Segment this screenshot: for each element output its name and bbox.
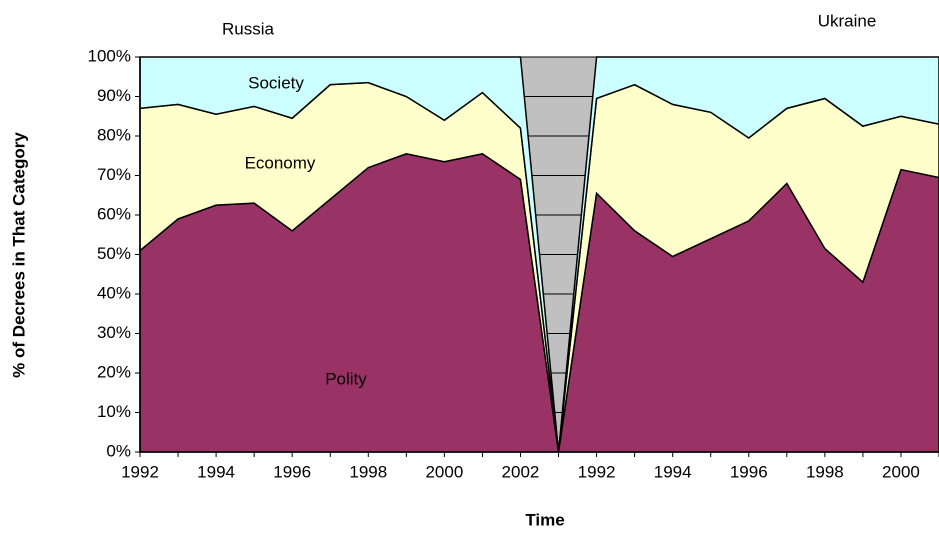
- y-tick-label: 60%: [97, 204, 131, 223]
- annotation: Ukraine: [818, 11, 877, 30]
- x-tick-label: 2000: [882, 462, 920, 481]
- y-tick-label: 70%: [97, 165, 131, 184]
- x-tick-label: 2000: [425, 462, 463, 481]
- y-tick-label: 50%: [97, 244, 131, 263]
- x-tick-label: 2002: [502, 462, 540, 481]
- annotation: Russia: [222, 19, 275, 38]
- x-tick-label: 1998: [806, 462, 844, 481]
- x-tick-label: 1994: [654, 462, 692, 481]
- x-tick-label: 1994: [197, 462, 235, 481]
- y-axis-label: % of Decrees in That Category: [9, 132, 28, 378]
- y-tick-label: 0%: [106, 441, 131, 460]
- annotation: Economy: [245, 153, 316, 172]
- annotation: Society: [248, 73, 304, 92]
- y-tick-label: 80%: [97, 125, 131, 144]
- y-tick-label: 20%: [97, 362, 131, 381]
- annotation: Polity: [325, 369, 367, 388]
- y-tick-label: 10%: [97, 402, 131, 421]
- y-tick-label: 90%: [97, 86, 131, 105]
- area: [139, 56, 939, 453]
- x-axis-label: Time: [525, 510, 564, 529]
- x-tick-label: 1996: [273, 462, 311, 481]
- y-tick-label: 40%: [97, 283, 131, 302]
- y-tick-label: 100%: [88, 46, 131, 65]
- x-tick-label: 1992: [121, 462, 159, 481]
- x-tick-label: 1996: [730, 462, 768, 481]
- y-tick-label: 30%: [97, 323, 131, 342]
- x-tick-label: 1998: [349, 462, 387, 481]
- x-tick-label: 1992: [578, 462, 616, 481]
